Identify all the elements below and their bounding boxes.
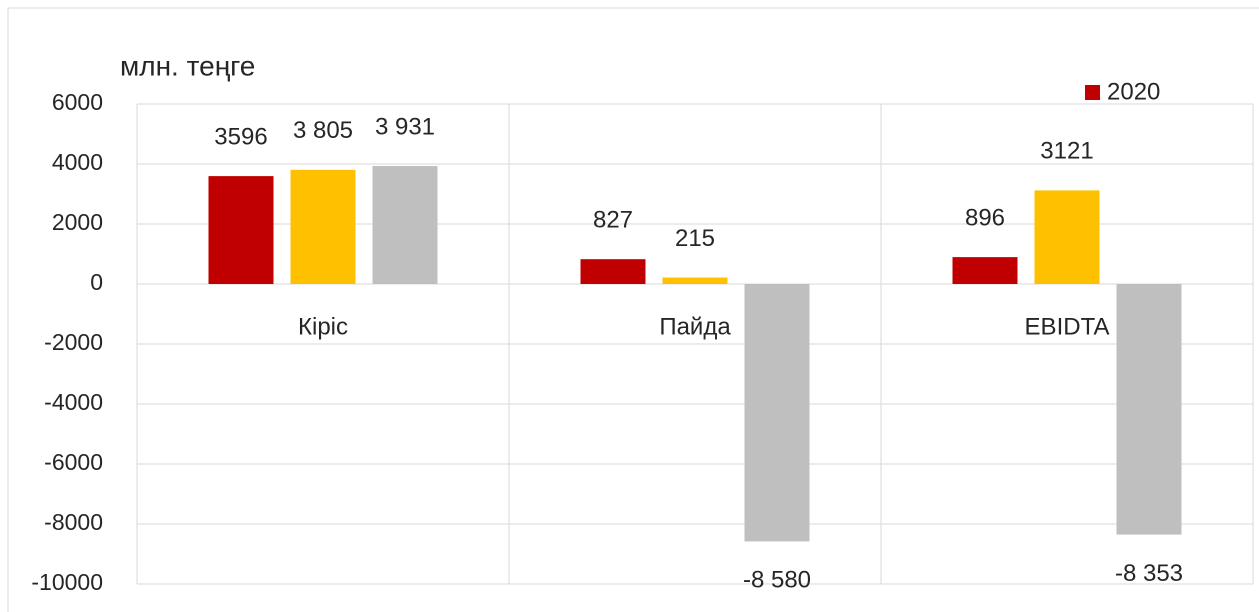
y-tick-label: -8000 — [44, 509, 103, 535]
y-tick-label: -4000 — [44, 389, 103, 415]
bar — [208, 176, 274, 284]
y-tick-label: -2000 — [44, 329, 103, 355]
y-tick-label: 4000 — [52, 149, 103, 175]
y-tick-label: -6000 — [44, 449, 103, 475]
bar — [580, 259, 646, 284]
bar — [1034, 190, 1100, 284]
data-label: 827 — [593, 207, 633, 234]
data-label: 215 — [675, 225, 715, 252]
bar — [1116, 284, 1182, 535]
legend-swatch — [1085, 85, 1100, 100]
y-tick-label: 2000 — [52, 209, 103, 235]
data-label: -8 353 — [1115, 560, 1183, 587]
data-label: -8 580 — [743, 567, 811, 594]
bar — [372, 166, 438, 284]
y-axis-label: млн. теңге — [120, 50, 255, 81]
bar — [662, 277, 728, 284]
data-label: 3596 — [214, 123, 267, 150]
bar — [952, 257, 1018, 284]
chart-border — [7, 7, 1259, 612]
bar — [744, 284, 810, 542]
data-label: 3 931 — [375, 113, 435, 140]
bar — [290, 169, 356, 284]
data-label: 3 805 — [293, 117, 353, 144]
x-tick-label: EBIDTA — [1025, 313, 1110, 340]
x-tick-label: Кіріс — [298, 313, 348, 340]
data-label: 3121 — [1040, 138, 1093, 165]
y-tick-label: 0 — [90, 269, 103, 295]
y-tick-label: 6000 — [52, 89, 103, 115]
data-label: 896 — [965, 204, 1005, 231]
y-tick-label: -10000 — [31, 569, 103, 595]
x-tick-label: Пайда — [659, 313, 731, 340]
legend-label: 2020 — [1107, 78, 1160, 105]
